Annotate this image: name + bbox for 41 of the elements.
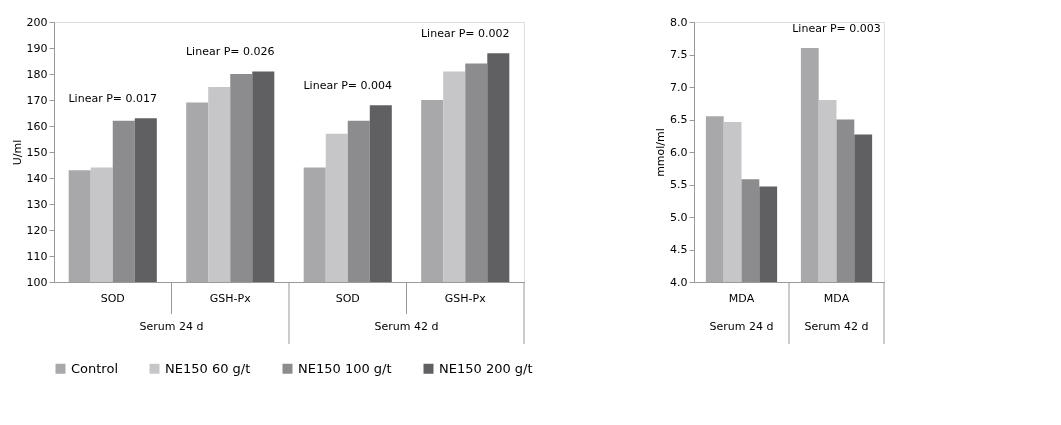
annotation: Linear P= 0.017 xyxy=(68,92,158,106)
y-tick-label: 6.5 xyxy=(670,113,688,126)
y-tick-label: 4.0 xyxy=(670,275,688,289)
y-tick-label: 180 xyxy=(26,67,48,81)
y-tick-label: 4.5 xyxy=(670,243,688,256)
text: Serum 42 d xyxy=(804,320,869,333)
x-tick-label: MDA xyxy=(823,292,850,305)
annotation: Linear P= 0.026 xyxy=(185,45,275,59)
y-axis-title: mmol/ml xyxy=(654,128,668,177)
y-tick-label: 100 xyxy=(26,275,48,289)
text: Serum 24 d xyxy=(139,320,204,333)
x-tick-label: SOD xyxy=(335,292,360,305)
y-tick-label: 160 xyxy=(26,119,48,133)
y-tick-label: 7.5 xyxy=(670,48,688,61)
x-tick-label: MDA xyxy=(728,292,755,305)
y-tick-label: 140 xyxy=(26,171,48,185)
annotation: Linear P= 0.002 xyxy=(420,27,510,41)
y-tick-label: 190 xyxy=(26,41,48,55)
y-tick-label: 110 xyxy=(26,249,48,263)
legend-label: Control xyxy=(71,360,118,376)
y-tick-label: 170 xyxy=(26,93,48,107)
x-tick-label: SOD xyxy=(100,292,125,305)
y-tick-label: 120 xyxy=(26,223,48,237)
y-tick-label: 200 xyxy=(26,15,48,29)
text: Serum 42 d xyxy=(374,320,439,333)
x-tick-label: GSH-Px xyxy=(209,292,252,305)
text: Serum 24 d xyxy=(709,320,774,333)
legend-label: NE150 200 g/t xyxy=(439,360,533,376)
y-tick-label: 5.5 xyxy=(670,178,688,191)
legend-label: NE150 100 g/t xyxy=(298,360,392,376)
annotation: Linear P= 0.003 xyxy=(792,22,881,35)
y-tick-label: 8.0 xyxy=(670,15,688,29)
legend-label: NE150 60 g/t xyxy=(165,360,251,376)
y-axis-title: U/ml xyxy=(10,139,24,166)
x-tick-label: GSH-Px xyxy=(444,292,487,305)
y-tick-label: 150 xyxy=(26,145,48,159)
y-tick-label: 130 xyxy=(26,197,48,211)
y-tick-label: 7.0 xyxy=(670,80,688,94)
y-tick-label: 5.0 xyxy=(670,210,688,224)
y-tick-label: 6.0 xyxy=(670,145,688,159)
annotation: Linear P= 0.004 xyxy=(303,79,393,93)
